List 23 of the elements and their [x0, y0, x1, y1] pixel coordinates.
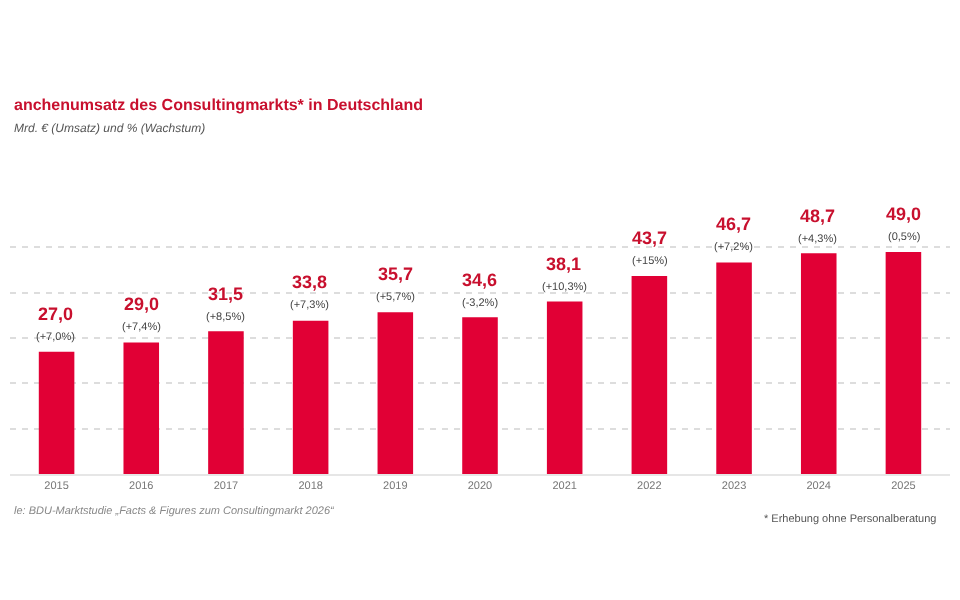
bar: [800, 253, 837, 474]
bar: [546, 301, 583, 474]
data-label: 33,8: [292, 272, 328, 292]
bar: [462, 317, 498, 474]
bar: [38, 351, 75, 474]
bar: [208, 331, 244, 474]
data-label: 38,1: [546, 254, 582, 274]
bar: [716, 262, 752, 474]
bar: [292, 320, 329, 474]
bar: [123, 342, 160, 474]
data-label: 29,0: [124, 294, 160, 314]
data-label: 46,7: [716, 214, 752, 234]
bar: [885, 252, 922, 474]
data-label: 27,0: [38, 304, 74, 324]
chart-title: anchenumsatz des Consultingmarkts* in Deutschland: [14, 96, 424, 114]
data-label: 48,7: [800, 206, 836, 226]
bar: [631, 276, 668, 474]
data-label: 49,0: [886, 204, 922, 224]
data-label: 35,7: [378, 264, 414, 284]
data-label: 31,5: [208, 284, 244, 304]
data-label: 34,6: [462, 270, 498, 290]
data-label: 43,7: [632, 228, 668, 248]
bar: [377, 312, 414, 474]
